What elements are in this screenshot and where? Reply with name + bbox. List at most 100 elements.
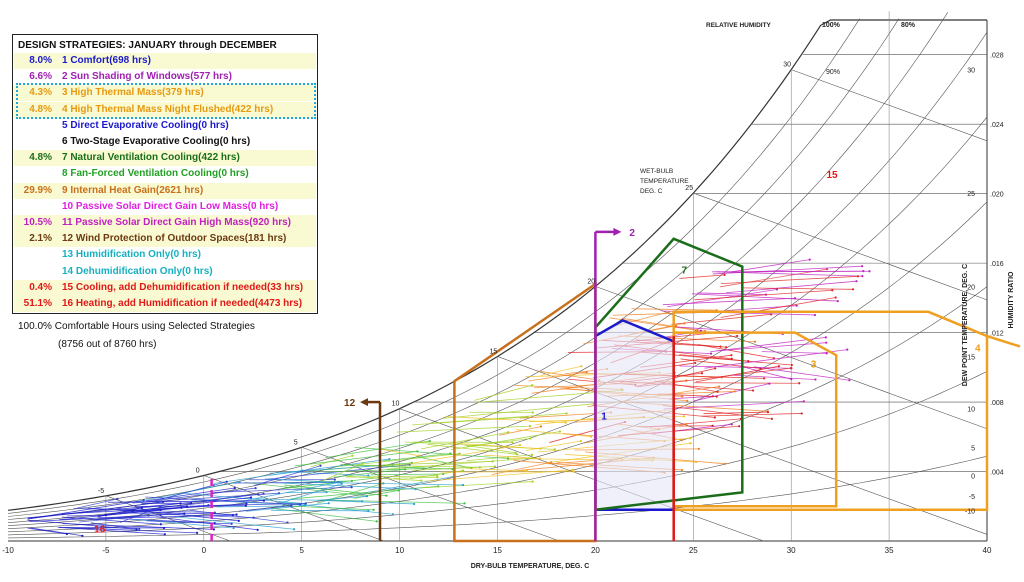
hour-line <box>382 453 451 462</box>
legend-row-label: 7 Natural Ventilation Cooling(422 hrs) <box>62 152 240 164</box>
hour-line <box>283 505 374 511</box>
hour-line <box>123 497 252 513</box>
hour-point <box>286 521 289 524</box>
hour-point <box>825 352 828 355</box>
hour-line <box>719 268 828 288</box>
hour-point <box>420 479 423 482</box>
hour-point <box>511 441 514 444</box>
hour-point <box>367 509 370 512</box>
legend-row: 4.8% 7 Natural Ventilation Cooling(422 hr… <box>14 150 316 167</box>
hour-line <box>499 426 542 436</box>
legend-row-label: 8 Fan-Forced Ventilation Cooling(0 hrs) <box>62 168 249 180</box>
dewpoint-tick-label: 25 <box>967 191 975 198</box>
hour-point <box>159 523 162 526</box>
hour-point <box>235 513 238 516</box>
hour-point <box>81 534 84 537</box>
hour-point <box>233 486 236 490</box>
hour-line <box>66 514 107 517</box>
hour-line <box>464 444 516 454</box>
legend-row-percent: 6.6% <box>29 71 52 83</box>
hour-point <box>325 491 328 494</box>
x-axis-label: DRY-BULB TEMPERATURE, DEG. C <box>471 563 590 570</box>
hour-line <box>370 473 444 476</box>
hour-point <box>365 495 368 498</box>
hour-line <box>29 513 185 523</box>
dewpoint-tick-label: 10 <box>967 407 975 414</box>
hour-point <box>825 341 828 344</box>
hour-point <box>777 365 781 368</box>
hour-point <box>718 385 721 388</box>
hour-line <box>536 370 600 381</box>
legend-row: 14 Dehumidification Only(0 hrs) <box>14 263 316 280</box>
hour-line <box>716 342 827 352</box>
hour-line <box>334 468 406 478</box>
hour-point <box>262 492 265 495</box>
legend-row-label: 10 Passive Solar Direct Gain Low Mass(0 … <box>62 200 279 212</box>
legend-row: 8 Fan-Forced Ventilation Cooling(0 hrs) <box>14 166 316 183</box>
y-tick-label: .008 <box>990 400 1004 407</box>
hour-line <box>679 274 725 279</box>
hour-point <box>351 454 354 457</box>
hour-line <box>127 512 254 519</box>
hour-point <box>105 514 108 517</box>
hour-line <box>27 527 67 535</box>
zone-2-arrowhead <box>613 227 622 236</box>
legend-row-label: 16 Heating, add Humidification if needed… <box>62 298 303 309</box>
hour-line <box>347 475 422 481</box>
hour-point <box>747 360 750 363</box>
y-axis-label: HUMIDITY RATIO <box>1008 271 1015 328</box>
legend-row-label: 13 Humidification Only(0 hrs) <box>62 249 201 261</box>
hour-line <box>357 464 480 468</box>
hour-point <box>553 448 556 451</box>
hour-line <box>79 515 149 523</box>
hour-line <box>671 313 772 325</box>
selected-strategies-highlight <box>16 83 316 119</box>
hour-line <box>383 460 493 466</box>
hour-line <box>186 509 288 523</box>
hour-line <box>730 374 816 380</box>
hour-point <box>531 411 534 414</box>
hour-point <box>775 288 779 291</box>
y-tick-label: .020 <box>990 192 1004 199</box>
legend-row-label: 11 Passive Solar Direct Gain High Mass(9… <box>62 217 291 228</box>
x-tick-label: 5 <box>299 546 304 555</box>
hour-point <box>824 336 827 339</box>
hour-point <box>116 497 119 500</box>
hour-point <box>298 503 302 506</box>
hour-point <box>709 352 713 355</box>
hour-point <box>565 412 568 415</box>
hour-line <box>246 502 329 512</box>
hour-point <box>685 423 688 426</box>
hour-line <box>243 498 363 502</box>
legend-row-percent: 4.8% <box>29 152 52 164</box>
hour-point <box>361 462 364 465</box>
hour-line <box>731 259 810 273</box>
legend-row: 13 Humidification Only(0 hrs) <box>14 247 316 264</box>
x-tick-label: 0 <box>202 546 207 555</box>
hour-point <box>793 297 797 300</box>
hour-point <box>183 512 186 515</box>
hour-point <box>413 502 416 506</box>
hour-point <box>825 268 829 271</box>
hour-point <box>463 502 466 505</box>
hour-point <box>572 470 575 473</box>
hour-point <box>237 519 240 523</box>
hour-point <box>525 469 529 472</box>
legend-row-label: 12 Wind Protection of Outdoor Spaces(181… <box>62 233 287 245</box>
hour-point <box>391 513 395 516</box>
hour-line <box>340 464 453 470</box>
hour-line <box>738 365 792 380</box>
summary-percent: 100.0% <box>18 321 52 332</box>
hour-point <box>580 365 583 368</box>
hour-line <box>754 270 870 273</box>
hour-point <box>674 324 678 327</box>
hour-point <box>766 410 770 414</box>
hour-point <box>290 504 293 507</box>
hour-point <box>397 489 400 492</box>
legend-row: 51.1% 16 Heating, add Humidification if n… <box>14 296 316 312</box>
hour-point <box>238 480 241 483</box>
wet-bulb-tick-label: 15 <box>490 348 498 355</box>
hour-line <box>491 461 552 476</box>
legend-row-label: 15 Cooling, add Dehumidification if need… <box>62 281 304 293</box>
wet-bulb-tick-label: 20 <box>587 278 595 285</box>
